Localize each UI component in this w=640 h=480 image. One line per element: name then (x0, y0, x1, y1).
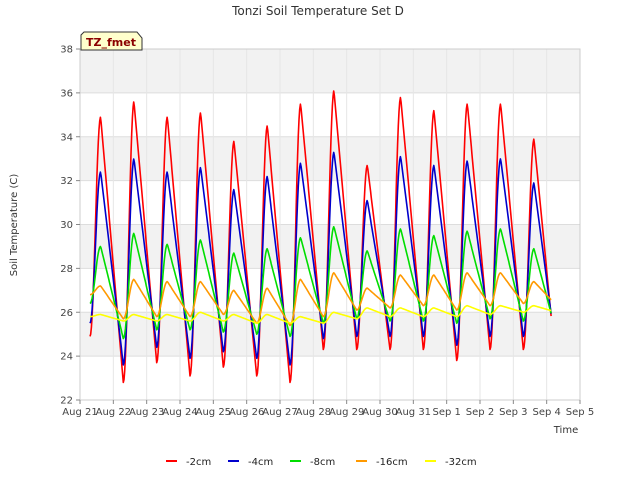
x-axis-title: Time (553, 425, 578, 436)
y-tick-label: 32 (60, 176, 73, 187)
x-tick-label: Aug 23 (129, 407, 164, 418)
x-tick-label: Aug 22 (96, 407, 131, 418)
x-tick-label: Aug 28 (296, 407, 331, 418)
y-tick-label: 26 (60, 308, 73, 319)
y-tick-label: 38 (60, 45, 73, 56)
site-badge: TZ_fmet (80, 31, 143, 51)
series-16cm-line (89, 271, 552, 327)
site-badge-box (80, 31, 143, 51)
plot-band (80, 92, 580, 137)
y-tick-label: 22 (60, 396, 73, 407)
chart-title: Tonzi Soil Temperature Set D (231, 4, 404, 18)
legend-label: -2cm (186, 457, 211, 468)
x-tick-label: Aug 25 (196, 407, 231, 418)
x-tick-label: Aug 29 (329, 407, 364, 418)
legend-label: -8cm (310, 457, 335, 468)
x-tick-label: Aug 21 (62, 407, 97, 418)
legend-label: -32cm (445, 457, 477, 468)
series-4cm-line (89, 151, 552, 366)
y-tick-label: 28 (60, 264, 73, 275)
legend-label: -4cm (248, 457, 273, 468)
y-tick-label: 36 (60, 88, 73, 99)
legend: -2cm -4cm -8cm -16cm -32cm (166, 457, 477, 468)
legend-label: -16cm (376, 457, 408, 468)
y-tick-label: 24 (60, 352, 73, 363)
x-tick-label: Sep 5 (566, 407, 594, 418)
x-tick-label: Aug 27 (262, 407, 297, 418)
series-layer (89, 90, 552, 384)
plot-band (80, 356, 580, 400)
x-tick-label: Aug 31 (396, 407, 431, 418)
x-tick-label: Aug 24 (162, 407, 197, 418)
y-axis-title: Soil Temperature (C) (9, 174, 20, 277)
x-tick-label: Sep 4 (532, 407, 560, 418)
x-tick-label: Aug 30 (362, 407, 397, 418)
y-tick-label: 30 (60, 220, 73, 231)
series-32cm-line (89, 304, 552, 325)
y-axis-ticks: 22 24 26 28 30 32 34 36 38 (60, 45, 80, 407)
x-tick-label: Sep 2 (466, 407, 494, 418)
x-tick-label: Aug 26 (229, 407, 264, 418)
plot-band (80, 312, 580, 357)
plot-band (80, 49, 580, 93)
x-tick-label: Sep 3 (499, 407, 527, 418)
site-badge-label: TZ_fmet (86, 36, 136, 49)
x-tick-label: Sep 1 (432, 407, 460, 418)
y-tick-label: 34 (60, 132, 73, 143)
